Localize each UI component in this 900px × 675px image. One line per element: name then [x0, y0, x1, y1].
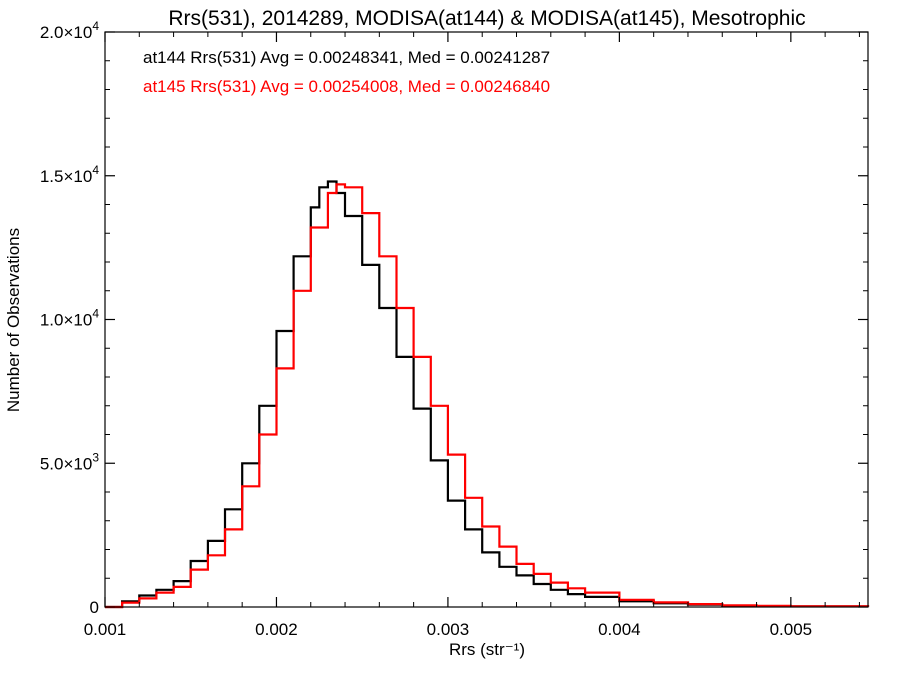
x-tick-label: 0.001: [84, 620, 127, 639]
y-axis-label: Number of Observations: [4, 228, 23, 412]
x-tick-label: 0.003: [427, 620, 470, 639]
y-tick-label: 1.5×104: [40, 163, 99, 186]
y-tick-label: 2.0×104: [40, 19, 99, 42]
y-tick-label: 5.0×103: [40, 450, 99, 473]
y-axis: 0 5.0×103 1.0×104 1.5×104 2.0×104: [40, 19, 868, 617]
y-tick-label: 1.0×104: [40, 307, 99, 330]
x-axis-label: Rrs (str⁻¹): [449, 640, 525, 659]
chart-title: Rrs(531), 2014289, MODISA(at144) & MODIS…: [168, 7, 805, 30]
annotation-at145: at145 Rrs(531) Avg = 0.00254008, Med = 0…: [143, 77, 550, 96]
x-tick-label: 0.005: [770, 620, 813, 639]
annotation-at144: at144 Rrs(531) Avg = 0.00248341, Med = 0…: [143, 48, 550, 67]
x-tick-label: 0.004: [598, 620, 641, 639]
x-tick-label: 0.002: [255, 620, 298, 639]
y-tick-label: 0: [90, 598, 99, 617]
x-axis: 0.001 0.002 0.003 0.004 0.005: [84, 32, 860, 639]
